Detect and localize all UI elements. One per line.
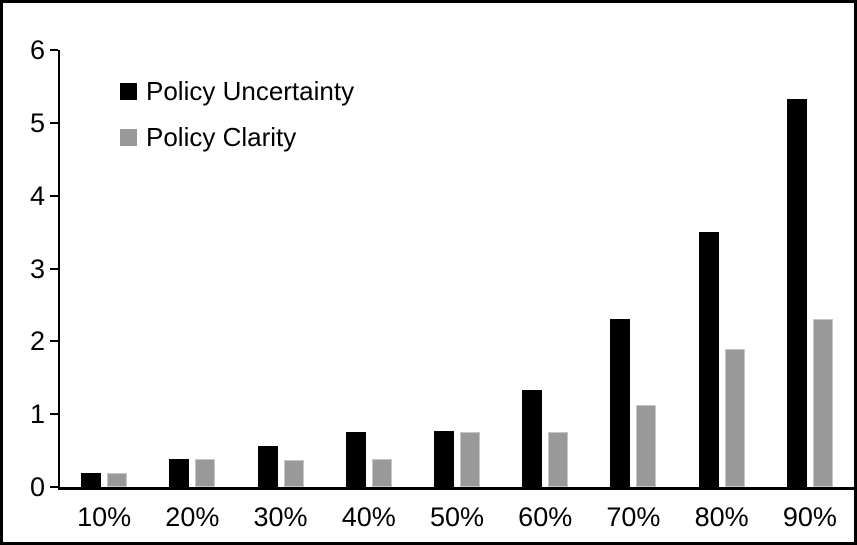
bar-group-40% xyxy=(325,50,413,487)
bar-policy-uncertainty xyxy=(169,459,190,487)
bar-group-70% xyxy=(589,50,677,487)
legend-swatch-gray-icon xyxy=(120,128,137,146)
y-tick-label: 4 xyxy=(29,180,45,211)
y-tick-label: 3 xyxy=(29,253,45,284)
y-tick-mark xyxy=(50,486,58,488)
bar-policy-clarity xyxy=(371,459,392,487)
bar-group-20% xyxy=(148,50,236,487)
x-tick-label: 50% xyxy=(429,502,484,532)
legend-item-policy-clarity: Policy Clarity xyxy=(120,123,354,151)
y-tick-mark xyxy=(50,413,58,416)
y-tick-mark xyxy=(50,340,58,343)
bar-group-90% xyxy=(766,50,854,487)
x-tick-label: 90% xyxy=(782,502,837,532)
bar-policy-clarity xyxy=(636,405,657,487)
bar-policy-clarity xyxy=(107,473,128,487)
y-tick-label: 2 xyxy=(29,326,45,357)
bar-policy-clarity xyxy=(724,349,745,487)
legend-label: Policy Uncertainty xyxy=(146,76,355,106)
y-tick-mark xyxy=(50,267,58,270)
x-axis: 10% 20% 30% 40% 50% 60% 70% 80% 90% xyxy=(60,502,854,532)
bar-policy-uncertainty xyxy=(433,431,454,487)
x-tick-label: 20% xyxy=(165,502,220,532)
plot-area xyxy=(60,50,854,487)
x-tick-label: 70% xyxy=(606,502,661,532)
y-tick-label: 1 xyxy=(29,399,45,430)
x-tick-label: 60% xyxy=(518,502,573,532)
bar-policy-uncertainty xyxy=(257,446,278,487)
y-axis-line xyxy=(58,50,60,489)
bar-group-30% xyxy=(236,50,324,487)
y-tick-mark xyxy=(50,194,58,197)
y-tick-label: 6 xyxy=(29,35,45,65)
bar-policy-uncertainty xyxy=(81,473,102,487)
x-axis-line xyxy=(58,487,854,490)
bar-policy-clarity xyxy=(548,432,569,487)
bar-policy-clarity xyxy=(459,432,480,487)
bar-policy-uncertainty xyxy=(610,319,631,487)
bar-policy-uncertainty xyxy=(522,390,543,487)
y-tick-mark xyxy=(50,49,58,51)
y-tick-label: 0 xyxy=(29,472,45,502)
bar-group-50% xyxy=(413,50,501,487)
legend-swatch-black-icon xyxy=(120,82,137,100)
y-tick-label: 5 xyxy=(29,107,45,138)
bar-policy-clarity xyxy=(195,459,216,487)
bar-group-10% xyxy=(60,50,148,487)
bar-group-80% xyxy=(678,50,766,487)
y-tick-mark xyxy=(50,121,58,124)
bar-policy-clarity xyxy=(283,460,304,487)
legend-item-policy-uncertainty: Policy Uncertainty xyxy=(120,77,354,105)
x-tick-label: 30% xyxy=(253,502,308,532)
bar-group-60% xyxy=(501,50,589,487)
x-tick-label: 80% xyxy=(694,502,749,532)
bar-policy-uncertainty xyxy=(698,232,719,487)
bar-policy-uncertainty xyxy=(345,432,366,487)
x-tick-label: 40% xyxy=(341,502,396,532)
x-tick-label: 10% xyxy=(77,502,132,532)
legend-label: Policy Clarity xyxy=(146,122,297,152)
bar-policy-clarity xyxy=(812,319,833,487)
bar-policy-uncertainty xyxy=(786,99,807,487)
chart-legend: Policy Uncertainty Policy Clarity xyxy=(120,77,354,169)
